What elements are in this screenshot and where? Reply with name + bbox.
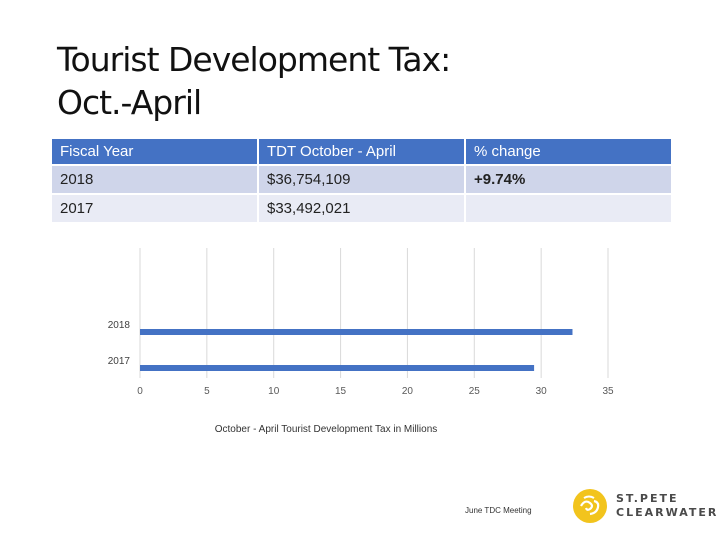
- cell-change: +9.74%: [466, 166, 671, 193]
- x-tick-label: 20: [402, 386, 414, 397]
- logo-line-2: CLEARWATER: [616, 506, 719, 519]
- title-line-1: Tourist Development Tax:: [57, 40, 451, 79]
- y-category-label: 2017: [108, 356, 131, 367]
- table-row: 2018 $36,754,109 +9.74%: [52, 166, 671, 193]
- x-tick-label: 15: [335, 386, 347, 397]
- x-axis-title: October - April Tourist Development Tax …: [215, 424, 438, 435]
- y-category-label: 2018: [108, 320, 131, 331]
- x-tick-label: 30: [536, 386, 548, 397]
- st-pete-clearwater-logo: ST.PETE CLEARWATER: [570, 486, 716, 530]
- tdt-table: Fiscal Year TDT October - April % change…: [50, 137, 673, 224]
- bar-2018: [140, 329, 573, 335]
- table-row: 2017 $33,492,021: [52, 195, 671, 222]
- cell-tdt: $36,754,109: [259, 166, 464, 193]
- title-line-2: Oct.-April: [57, 83, 202, 122]
- header-fiscal-year: Fiscal Year: [52, 139, 257, 164]
- sun-swirl-icon: [573, 489, 607, 523]
- bar-2017: [140, 365, 535, 371]
- cell-tdt: $33,492,021: [259, 195, 464, 222]
- tdt-bar-chart: 0 5 10 15 20 25 30 35 2018 2017 October - April To…: [108, 248, 614, 435]
- cell-year: 2018: [52, 166, 257, 193]
- x-tick-label: 25: [469, 386, 481, 397]
- x-tick-label: 5: [204, 386, 210, 397]
- cell-change: [466, 195, 671, 222]
- header-change: % change: [466, 139, 671, 164]
- logo-line-1: ST.PETE: [616, 492, 679, 505]
- meeting-label: June TDC Meeting: [465, 506, 532, 515]
- x-tick-label: 35: [602, 386, 614, 397]
- table-header-row: Fiscal Year TDT October - April % change: [52, 139, 671, 164]
- x-tick-label: 10: [268, 386, 280, 397]
- slide-title: Tourist Development Tax: Oct.-April: [57, 38, 451, 124]
- logo-text: ST.PETE CLEARWATER: [616, 492, 718, 520]
- x-tick-label: 0: [137, 386, 143, 397]
- header-tdt: TDT October - April: [259, 139, 464, 164]
- cell-year: 2017: [52, 195, 257, 222]
